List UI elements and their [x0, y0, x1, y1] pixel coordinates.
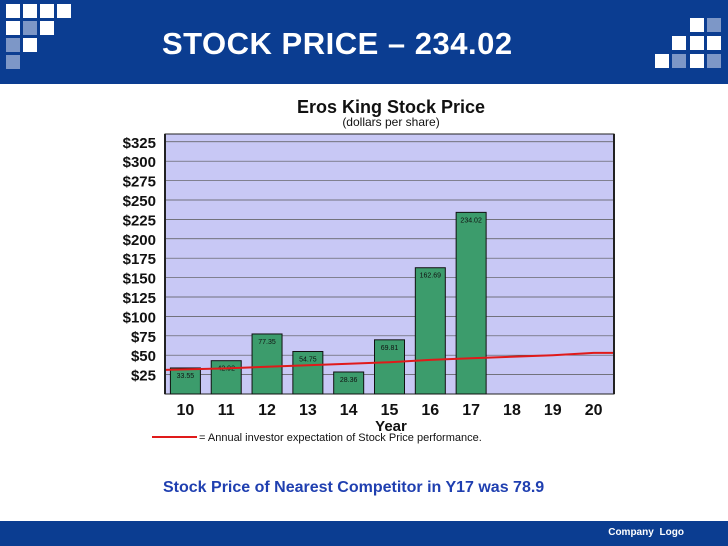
x-axis-title: Year [375, 418, 407, 435]
bar [292, 351, 324, 395]
bar-layer: 33.5542.9277.3554.7528.3669.81162.69234.… [169, 211, 487, 395]
y-tick-label: $225 [123, 212, 156, 229]
bar [455, 211, 487, 395]
decor-square [672, 36, 686, 50]
decor-square [690, 36, 704, 50]
decor-square [6, 55, 20, 69]
bar [374, 339, 405, 395]
y-tick-label: $200 [123, 232, 156, 249]
x-tick-label: 19 [544, 402, 562, 419]
y-tick-label: $250 [123, 193, 156, 210]
y-tick-label: $275 [123, 174, 156, 191]
y-tick-label: $75 [131, 329, 156, 346]
bar-data-label: 234.02 [460, 217, 482, 224]
y-tick-label: $50 [131, 348, 156, 365]
bar-data-label: 33.55 [177, 373, 195, 380]
decor-square [57, 4, 71, 18]
decor-square [23, 21, 37, 35]
decor-square [40, 21, 54, 35]
stock-price-chart: 33.5542.9277.3554.7528.3669.81162.69234.… [123, 97, 615, 444]
x-tick-label: 13 [299, 402, 317, 419]
x-tick-label: 14 [340, 402, 358, 419]
decor-square [690, 18, 704, 32]
x-tick-label: 15 [381, 402, 399, 419]
x-tick-label: 11 [218, 402, 235, 419]
decor-square [707, 54, 721, 68]
chart-subtitle: (dollars per share) [342, 115, 439, 129]
chart-title: Eros King Stock Price [297, 97, 485, 117]
bar-data-label: 162.69 [420, 273, 442, 280]
y-tick-label: $150 [123, 271, 156, 288]
decor-square [655, 54, 669, 68]
company-logo-text: Company Logo [608, 527, 684, 538]
x-tick-label: 12 [258, 402, 276, 419]
decor-square [40, 4, 54, 18]
bar-data-label: 54.75 [299, 357, 317, 364]
slide-title: STOCK PRICE – 234.02 [162, 26, 513, 61]
decor-square [23, 38, 37, 52]
x-tick-label: 10 [177, 402, 195, 419]
header-bar: STOCK PRICE – 234.02 [0, 0, 728, 84]
y-tick-label: $175 [123, 251, 156, 268]
bar [251, 333, 283, 395]
x-tick-label: 18 [503, 402, 521, 419]
footer-bar: Company Logo [0, 521, 728, 546]
y-tick-label: $100 [123, 309, 156, 326]
competitor-caption: Stock Price of Nearest Competitor in Y17… [163, 479, 545, 496]
decor-square [672, 54, 686, 68]
bar [169, 367, 201, 395]
decor-square [23, 4, 37, 18]
bar [333, 371, 365, 395]
bar-data-label: 28.36 [340, 377, 358, 384]
decor-square [690, 54, 704, 68]
bar-data-label: 77.35 [258, 339, 276, 346]
x-tick-label: 16 [421, 402, 439, 419]
x-tick-label: 20 [585, 402, 603, 419]
decor-square [707, 36, 721, 50]
y-tick-label: $25 [131, 368, 156, 385]
y-tick-label: $125 [123, 290, 156, 307]
expectation-line-layer [164, 351, 614, 371]
bar [414, 267, 446, 395]
x-tick-label: 17 [462, 402, 480, 419]
bar-data-label: 69.81 [381, 345, 399, 352]
decor-square [707, 18, 721, 32]
decor-square [6, 21, 20, 35]
y-tick-label: $300 [123, 154, 156, 171]
decor-square [6, 4, 20, 18]
y-tick-label: $325 [123, 135, 156, 152]
legend-label: = Annual investor expectation of Stock P… [199, 432, 482, 444]
expectation-line [164, 351, 614, 371]
bar [210, 360, 242, 395]
axis-layer: $25 $50 $75 $100 $125 $150 $175 $200 $225 $250 $27… [123, 134, 615, 419]
decor-square [6, 38, 20, 52]
